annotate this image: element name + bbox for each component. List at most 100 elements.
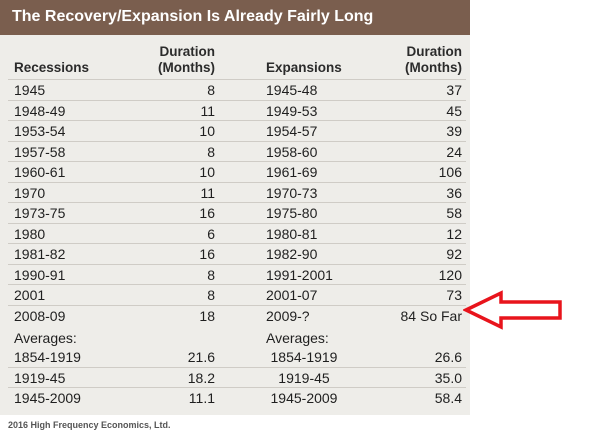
header-recessions: Recessions: [14, 60, 90, 75]
recession-duration: 21.6: [187, 349, 215, 365]
header-duration-expansions: Duration (Months): [405, 44, 462, 75]
expansion-duration: 84 So Far: [400, 307, 462, 324]
expansion-period: 1982-90: [266, 246, 318, 262]
expansion-duration: 92: [446, 246, 462, 262]
expansion-duration: 45: [446, 102, 462, 119]
row-divider: [8, 99, 466, 101]
recession-period: 1990-91: [14, 266, 66, 283]
expansion-period: 1975-80: [266, 205, 318, 221]
row-divider: [8, 304, 466, 306]
table-row: 1981-82 16 1982-90 92: [0, 243, 470, 265]
table-row: 1980 6 1980-81 12: [0, 222, 470, 245]
expansion-duration: 37: [446, 82, 462, 98]
averages-header-row: Averages: Averages:: [0, 327, 470, 349]
expansion-period: 1854-1919: [270, 349, 338, 365]
recession-duration: 16: [199, 246, 215, 262]
table-row: 1945 8 1945-48 37: [0, 79, 470, 101]
recession-period: 2001: [14, 287, 46, 303]
recession-duration: 18: [199, 307, 215, 324]
recession-period: 1945: [14, 82, 46, 98]
expansion-period: 1961-69: [266, 164, 318, 180]
expansion-duration: 26.6: [434, 349, 462, 365]
expansion-period: 1949-53: [266, 102, 318, 119]
recession-duration: 11: [200, 102, 215, 119]
recession-period: 1854-1919: [14, 349, 81, 365]
expansion-period: 1980-81: [266, 225, 318, 242]
expansion-period: 2009-?: [266, 307, 310, 324]
expansion-period: 1954-57: [266, 123, 318, 139]
row-divider: [8, 243, 466, 244]
recession-period: 1980: [14, 225, 46, 242]
expansion-period: 2001-07: [266, 287, 318, 303]
recession-period: 2008-09: [14, 307, 66, 324]
recession-duration: 11.1: [188, 390, 215, 406]
table-row: 1957-58 8 1958-60 24: [0, 140, 470, 163]
table-row: 2001 8 2001-07 73: [0, 284, 470, 306]
row-divider: [8, 263, 466, 265]
row-divider: [8, 202, 466, 203]
expansion-duration: 106: [438, 164, 462, 180]
recession-duration: 11: [200, 184, 215, 201]
table-row: 1854-1919 21.6 1854-1919 26.6: [0, 346, 470, 368]
row-divider: [8, 140, 466, 142]
expansion-period: 1945-48: [266, 82, 318, 98]
expansion-duration: 39: [446, 123, 462, 139]
table-row: 1990-91 8 1991-2001 120: [0, 263, 470, 286]
expansion-duration: 73: [446, 287, 462, 303]
recession-duration: 16: [199, 205, 215, 221]
recession-duration: 8: [207, 266, 215, 283]
table-row: 1970 11 1970-73 36: [0, 181, 470, 204]
recession-period: 1960-61: [14, 164, 66, 180]
table-panel: The Recovery/Expansion Is Already Fairly…: [0, 0, 470, 415]
recession-period: 1957-58: [14, 143, 66, 160]
table-row: 1948-49 11 1949-53 45: [0, 99, 470, 122]
table-row: 1945-2009 11.1 1945-2009 58.4: [0, 387, 470, 409]
expansion-period: 1919-45: [278, 369, 330, 386]
table-row: 1953-54 10 1954-57 39: [0, 120, 470, 142]
recession-duration: 8: [207, 82, 215, 98]
expansion-duration: 120: [438, 266, 462, 283]
recession-period: 1948-49: [14, 102, 66, 119]
expansion-period: 1970-73: [266, 184, 318, 201]
recession-period: 1945-2009: [14, 390, 81, 406]
expansion-duration: 58.4: [434, 390, 462, 406]
recession-period: 1973-75: [14, 205, 66, 221]
averages-label-right: Averages:: [266, 330, 329, 346]
expansion-duration: 58: [446, 205, 462, 221]
table-row: 1973-75 16 1975-80 58: [0, 202, 470, 224]
recession-period: 1919-45: [14, 369, 66, 386]
recession-duration: 10: [199, 123, 215, 139]
table-row: 1960-61 10 1961-69 106: [0, 161, 470, 183]
row-divider: [8, 181, 466, 183]
expansion-duration: 12: [446, 225, 462, 242]
recession-duration: 6: [207, 225, 215, 242]
row-divider: [8, 120, 466, 121]
row-divider: [8, 387, 466, 388]
row-divider: [8, 222, 466, 224]
recession-period: 1970: [14, 184, 46, 201]
recession-period: 1981-82: [14, 246, 66, 262]
recession-duration: 8: [207, 143, 215, 160]
page-title: The Recovery/Expansion Is Already Fairly…: [12, 8, 374, 25]
title-bar: The Recovery/Expansion Is Already Fairly…: [0, 0, 470, 35]
recession-duration: 10: [199, 164, 215, 180]
header-duration-recessions: Duration (Months): [158, 44, 215, 75]
row-divider: [8, 161, 466, 162]
row-divider: [8, 366, 466, 368]
table-row: 2008-09 18 2009-? 84 So Far: [0, 304, 470, 327]
recession-period: 1953-54: [14, 123, 66, 139]
recession-duration: 18.2: [187, 369, 215, 386]
averages-label-left: Averages:: [14, 330, 77, 346]
expansion-duration: 24: [446, 143, 462, 160]
row-divider: [8, 284, 466, 285]
expansion-duration: 36: [446, 184, 462, 201]
row-divider: [8, 79, 466, 80]
expansion-duration: 35.0: [434, 369, 462, 386]
header-expansions: Expansions: [266, 60, 342, 75]
footer-credit: 2016 High Frequency Economics, Ltd.: [8, 420, 171, 430]
recession-duration: 8: [207, 287, 215, 303]
left-arrow-icon: [463, 290, 562, 330]
expansion-period: 1958-60: [266, 143, 318, 160]
table-row: 1919-45 18.2 1919-45 35.0: [0, 366, 470, 389]
expansion-period: 1991-2001: [266, 266, 333, 283]
